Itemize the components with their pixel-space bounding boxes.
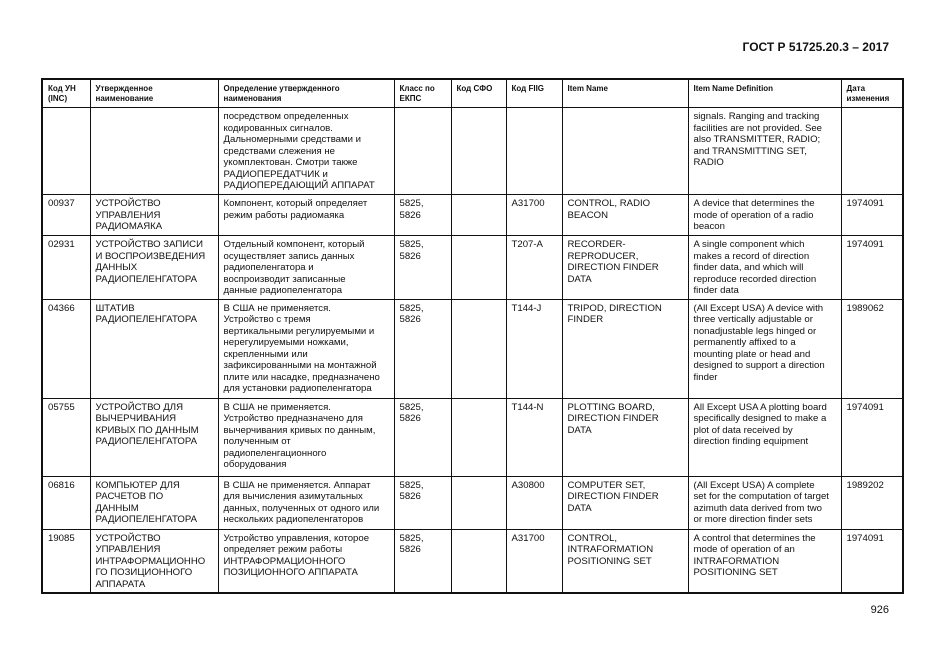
cell-ekps-class: 5825, 5826 (393, 528, 452, 594)
column-header-approved-name: Утвержденное наименование (89, 78, 219, 108)
cell-ekps-class: 5825, 5826 (393, 194, 452, 236)
cell-ekps-class: 5825, 5826 (393, 397, 452, 477)
cell-approved-name: УСТРОЙСТВО УПРАВЛЕНИЯ РАДИОМАЯКА (89, 194, 219, 236)
column-header-ekps-class: Класс по ЕКПС (393, 78, 452, 108)
cell-item-name: CONTROL, INTRAFORMATION POSITIONING SET (561, 528, 689, 594)
cell-inc-code: 04366 (41, 298, 91, 399)
cell-sfo-code (450, 107, 507, 195)
cell-item-name-definition: A device that determines the mode of ope… (687, 194, 842, 236)
cell-item-name-definition: A control that determines the mode of op… (687, 528, 842, 594)
document-title: ГОСТ Р 51725.20.3 – 2017 (742, 40, 889, 54)
cell-change-date: 1974091 (840, 397, 904, 477)
cell-approved-name-definition: В США не применяется. Устройство предназ… (217, 397, 395, 477)
column-header-sfo-code: Код СФО (450, 78, 507, 108)
column-header-inc-code: Код УН (INC) (41, 78, 91, 108)
cell-inc-code: 00937 (41, 194, 91, 236)
cell-approved-name: УСТРОЙСТВО ДЛЯ ВЫЧЕРЧИВАНИЯ КРИВЫХ ПО ДА… (89, 397, 219, 477)
cell-change-date: 1989062 (840, 298, 904, 399)
cell-inc-code: 06816 (41, 475, 91, 530)
cell-fiig-code: T144-N (505, 397, 563, 477)
cell-item-name-definition: signals. Ranging and tracking facilities… (687, 107, 842, 195)
cell-item-name: CONTROL, RADIO BEACON (561, 194, 689, 236)
cell-item-name (561, 107, 689, 195)
cell-approved-name (89, 107, 219, 195)
table-row: 19085 УСТРОЙСТВО УПРАВЛЕНИЯ ИНТРАФОРМАЦИО… (41, 528, 904, 594)
cell-fiig-code (505, 107, 563, 195)
cell-fiig-code: T207-A (505, 235, 563, 300)
cell-approved-name-definition: В США не применяется. Устройство с тремя… (217, 298, 395, 399)
table-row: 04366 ШТАТИВ РАДИОПЕЛЕНГАТОРА В США не при… (41, 298, 904, 399)
cell-fiig-code: T144-J (505, 298, 563, 399)
cell-change-date: 1989202 (840, 475, 904, 530)
cell-inc-code (41, 107, 91, 195)
cell-fiig-code: A31700 (505, 194, 563, 236)
cell-item-name: RECORDER- REPRODUCER, DIRECTION FINDER D… (561, 235, 689, 300)
column-header-item-name: Item Name (561, 78, 689, 108)
column-header-approved-name-definition: Определение утвержденного наименования (217, 78, 395, 108)
table-row: 06816 КОМПЬЮТЕР ДЛЯ РАСЧЕТОВ ПО ДАННЫМ РА… (41, 475, 904, 530)
cell-change-date (840, 107, 904, 195)
cell-approved-name-definition: Компонент, который определяет режим рабо… (217, 194, 395, 236)
cell-sfo-code (450, 194, 507, 236)
cell-approved-name: КОМПЬЮТЕР ДЛЯ РАСЧЕТОВ ПО ДАННЫМ РАДИОПЕ… (89, 475, 219, 530)
catalog-table: Код УН (INC) Утвержденное наименование Опр… (41, 78, 904, 594)
column-header-item-name-definition: Item Name Definition (687, 78, 842, 108)
cell-ekps-class: 5825, 5826 (393, 298, 452, 399)
table-row: 00937 УСТРОЙСТВО УПРАВЛЕНИЯ РАДИОМАЯКА Ком… (41, 194, 904, 236)
table-row: посредством определенных кодированных си… (41, 107, 904, 195)
cell-item-name-definition: All Except USA A plotting board specific… (687, 397, 842, 477)
cell-fiig-code: A31700 (505, 528, 563, 594)
cell-change-date: 1974091 (840, 528, 904, 594)
cell-ekps-class: 5825, 5826 (393, 235, 452, 300)
cell-item-name: COMPUTER SET, DIRECTION FINDER DATA (561, 475, 689, 530)
cell-item-name-definition: A single component which makes a record … (687, 235, 842, 300)
cell-fiig-code: A30800 (505, 475, 563, 530)
cell-change-date: 1974091 (840, 235, 904, 300)
cell-inc-code: 02931 (41, 235, 91, 300)
column-header-change-date: Дата изменения (840, 78, 904, 108)
cell-sfo-code (450, 397, 507, 477)
cell-sfo-code (450, 298, 507, 399)
cell-change-date: 1974091 (840, 194, 904, 236)
cell-approved-name-definition: Устройство управления, которое определяе… (217, 528, 395, 594)
column-header-fiig-code: Код FIIG (505, 78, 563, 108)
cell-inc-code: 05755 (41, 397, 91, 477)
cell-approved-name-definition: посредством определенных кодированных си… (217, 107, 395, 195)
table-row: 05755 УСТРОЙСТВО ДЛЯ ВЫЧЕРЧИВАНИЯ КРИВЫХ … (41, 397, 904, 477)
table-header-row: Код УН (INC) Утвержденное наименование Опр… (41, 78, 904, 108)
cell-approved-name: ШТАТИВ РАДИОПЕЛЕНГАТОРА (89, 298, 219, 399)
page-number: 926 (870, 604, 889, 616)
cell-inc-code: 19085 (41, 528, 91, 594)
cell-approved-name-definition: В США не применяется. Аппарат для вычисл… (217, 475, 395, 530)
cell-sfo-code (450, 235, 507, 300)
cell-ekps-class: 5825, 5826 (393, 475, 452, 530)
cell-item-name-definition: (All Except USA) A complete set for the … (687, 475, 842, 530)
cell-approved-name: УСТРОЙСТВО ЗАПИСИ И ВОСПРОИЗВЕДЕНИЯ ДАНН… (89, 235, 219, 300)
cell-item-name-definition: (All Except USA) A device with three ver… (687, 298, 842, 399)
cell-item-name: TRIPOD, DIRECTION FINDER (561, 298, 689, 399)
cell-sfo-code (450, 528, 507, 594)
cell-ekps-class (393, 107, 452, 195)
cell-approved-name: УСТРОЙСТВО УПРАВЛЕНИЯ ИНТРАФОРМАЦИОННО Г… (89, 528, 219, 594)
cell-approved-name-definition: Отдельный компонент, который осуществляе… (217, 235, 395, 300)
cell-item-name: PLOTTING BOARD, DIRECTION FINDER DATA (561, 397, 689, 477)
table-row: 02931 УСТРОЙСТВО ЗАПИСИ И ВОСПРОИЗВЕДЕНИЯ… (41, 235, 904, 300)
cell-sfo-code (450, 475, 507, 530)
